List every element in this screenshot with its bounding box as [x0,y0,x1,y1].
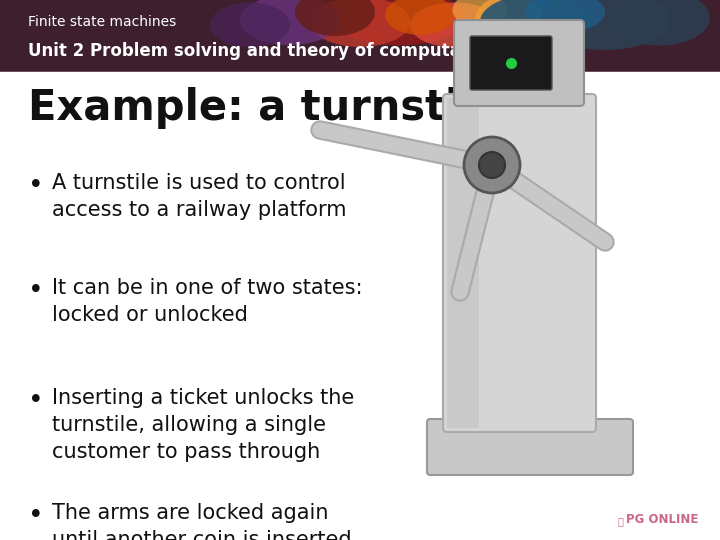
Text: A turnstile is used to control
access to a railway platform: A turnstile is used to control access to… [52,173,346,220]
Circle shape [464,137,520,193]
Ellipse shape [452,0,508,28]
Ellipse shape [335,0,465,45]
Text: The arms are locked again
until another coin is inserted: The arms are locked again until another … [52,503,351,540]
Text: •: • [28,173,44,199]
Ellipse shape [475,0,545,45]
Text: •: • [28,278,44,304]
Text: 🐟: 🐟 [618,516,624,526]
Text: Unit 2 Problem solving and theory of computation: Unit 2 Problem solving and theory of com… [28,42,498,60]
Ellipse shape [480,0,590,50]
Circle shape [479,152,505,178]
FancyBboxPatch shape [454,20,584,106]
Ellipse shape [540,0,670,50]
FancyBboxPatch shape [427,419,633,475]
Text: It can be in one of two states:
locked or unlocked: It can be in one of two states: locked o… [52,278,362,325]
Ellipse shape [295,0,375,36]
Ellipse shape [310,0,410,47]
Ellipse shape [210,3,290,48]
Text: Finite state machines: Finite state machines [28,15,176,29]
Text: Example: a turnstile: Example: a turnstile [28,87,502,129]
FancyBboxPatch shape [470,36,552,90]
Text: Inserting a ticket unlocks the
turnstile, allowing a single
customer to pass thr: Inserting a ticket unlocks the turnstile… [52,388,354,462]
FancyBboxPatch shape [443,94,596,432]
Text: PG ONLINE: PG ONLINE [626,513,698,526]
Ellipse shape [410,3,500,48]
Ellipse shape [240,0,340,45]
Ellipse shape [385,0,455,35]
Bar [0,0,720,73]
Text: •: • [28,388,44,414]
Ellipse shape [525,0,605,32]
Bar [447,98,479,428]
Text: •: • [28,503,44,529]
Ellipse shape [610,0,710,45]
